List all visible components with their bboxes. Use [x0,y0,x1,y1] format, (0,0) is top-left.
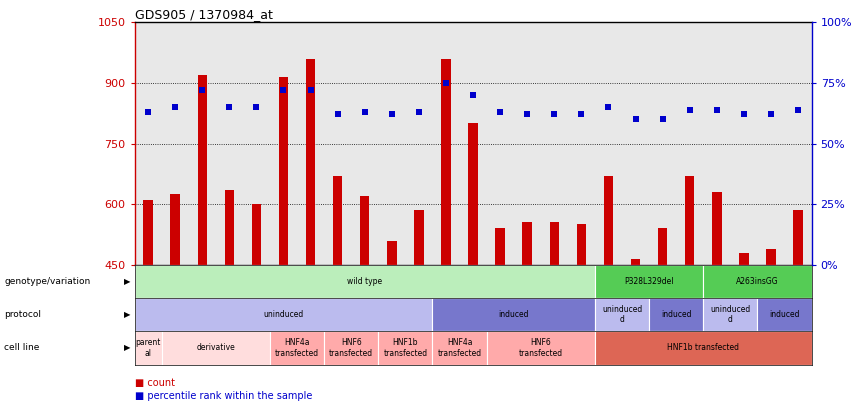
Text: parent
al: parent al [135,338,161,358]
Bar [306,59,315,265]
Bar [496,228,505,265]
Bar [414,210,424,265]
Bar [758,298,812,331]
Bar [793,210,803,265]
Text: uninduced: uninduced [263,310,304,319]
Text: ▶: ▶ [124,343,130,352]
Text: P328L329del: P328L329del [624,277,674,286]
Bar [487,331,595,364]
Text: induced: induced [661,310,692,319]
Text: HNF6
transfected: HNF6 transfected [329,338,373,358]
Bar [432,298,595,331]
Bar [595,265,703,298]
Bar [135,331,161,364]
Bar [649,298,703,331]
Text: ■ count: ■ count [135,378,174,388]
Bar [703,265,812,298]
Bar [324,331,378,364]
Text: HNF4a
transfected: HNF4a transfected [437,338,482,358]
Text: induced: induced [769,310,799,319]
Bar [595,298,649,331]
Text: induced: induced [498,310,529,319]
Bar [631,259,641,265]
Bar [549,222,559,265]
Text: protocol: protocol [4,310,42,319]
Text: A263insGG: A263insGG [736,277,779,286]
Text: ■ percentile rank within the sample: ■ percentile rank within the sample [135,391,312,401]
Bar [198,75,207,265]
Bar [523,222,532,265]
Bar [432,331,487,364]
Bar [270,331,324,364]
Bar [576,224,586,265]
Bar [360,196,370,265]
Bar [658,228,667,265]
Bar [441,59,450,265]
Text: ▶: ▶ [124,277,130,286]
Bar [333,176,342,265]
Text: uninduced
d: uninduced d [710,305,751,324]
Text: HNF4a
transfected: HNF4a transfected [275,338,319,358]
Bar [685,176,694,265]
Text: HNF6
transfected: HNF6 transfected [519,338,562,358]
Bar [279,77,288,265]
Bar [469,124,477,265]
Text: uninduced
d: uninduced d [602,305,642,324]
Bar [161,331,270,364]
Text: HNF1b transfected: HNF1b transfected [667,343,740,352]
Bar [252,204,261,265]
Text: derivative: derivative [196,343,235,352]
Bar [604,176,613,265]
Bar [703,298,758,331]
Bar [143,200,153,265]
Bar [170,194,180,265]
Bar [595,331,812,364]
Text: GDS905 / 1370984_at: GDS905 / 1370984_at [135,8,273,21]
Bar [387,241,397,265]
Bar [135,298,432,331]
Text: wild type: wild type [347,277,382,286]
Bar [225,190,234,265]
Bar [378,331,432,364]
Bar [135,265,595,298]
Bar [766,249,776,265]
Text: ▶: ▶ [124,310,130,319]
Text: cell line: cell line [4,343,40,352]
Bar [712,192,721,265]
Bar [740,253,748,265]
Text: HNF1b
transfected: HNF1b transfected [384,338,427,358]
Text: genotype/variation: genotype/variation [4,277,90,286]
